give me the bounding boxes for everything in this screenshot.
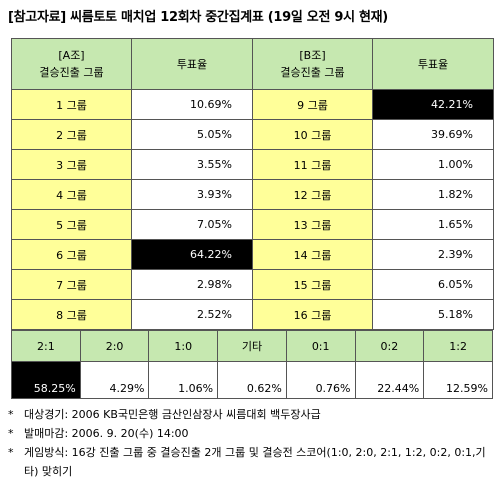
group-a-label: 3 그룹 — [11, 149, 132, 180]
note-bullet: * — [8, 408, 14, 421]
group-b-label: 12 그룹 — [252, 179, 373, 210]
group-b-label: 10 그룹 — [252, 119, 373, 150]
vote-rate-table: [A조] 결승진출 그룹 투표율 [B조] 결승진출 그룹 투표율 1 그룹 1… — [11, 38, 494, 330]
table-row: 8 그룹 2.52% 16 그룹 5.18% — [11, 299, 494, 330]
group-b-header-title: [B조] — [299, 49, 326, 62]
note-item: * 대상경기: 2006 KB국민은행 금산인삼장사 씨름대회 백두장사급 — [8, 405, 496, 424]
group-a-vote-rate: 5.05% — [131, 119, 253, 150]
table-row: 2 그룹 5.05% 10 그룹 39.69% — [11, 119, 494, 150]
group-b-header-subtitle: 결승진출 그룹 — [280, 66, 345, 79]
group-a-label: 7 그룹 — [11, 269, 132, 300]
group-b-label: 11 그룹 — [252, 149, 373, 180]
group-b-vote-header: 투표율 — [372, 38, 494, 90]
group-b-vote-rate: 39.69% — [372, 119, 494, 150]
final-score-table: 2:1 2:0 1:0 기타 0:1 0:2 1:2 58.25% 4.29% … — [11, 330, 493, 399]
score-header-row: 2:1 2:0 1:0 기타 0:1 0:2 1:2 — [11, 330, 493, 362]
score-label: 2:1 — [11, 330, 81, 362]
table-row: 1 그룹 10.69% 9 그룹 42.21% — [11, 89, 494, 120]
group-a-label: 5 그룹 — [11, 209, 132, 240]
note-bullet: * — [8, 446, 14, 459]
score-label: 1:2 — [423, 330, 493, 362]
group-b-vote-rate-highlight: 42.21% — [372, 89, 494, 120]
score-label: 0:2 — [354, 330, 425, 362]
group-b-vote-rate: 6.05% — [372, 269, 494, 300]
notes-list: * 대상경기: 2006 KB국민은행 금산인삼장사 씨름대회 백두장사급 * … — [8, 405, 496, 481]
group-a-label: 6 그룹 — [11, 239, 132, 270]
table-row: 6 그룹 64.22% 14 그룹 2.39% — [11, 239, 494, 270]
table-row: 5 그룹 7.05% 13 그룹 1.65% — [11, 209, 494, 240]
note-item: * 발매마감: 2006. 9. 20(수) 14:00 — [8, 424, 496, 443]
group-b-vote-rate: 1.00% — [372, 149, 494, 180]
group-a-header: [A조] 결승진출 그룹 — [11, 38, 132, 90]
table-row: 3 그룹 3.55% 11 그룹 1.00% — [11, 149, 494, 180]
score-label: 1:0 — [148, 330, 219, 362]
note-text: 발매마감: 2006. 9. 20(수) 14:00 — [24, 427, 189, 440]
vote-table-header-row: [A조] 결승진출 그룹 투표율 [B조] 결승진출 그룹 투표율 — [11, 38, 494, 90]
group-b-label: 9 그룹 — [252, 89, 373, 120]
score-label: 2:0 — [79, 330, 150, 362]
score-vote-rate: 12.59% — [423, 361, 493, 399]
note-bullet: * — [8, 427, 14, 440]
note-text: 대상경기: 2006 KB국민은행 금산인삼장사 씨름대회 백두장사급 — [24, 408, 321, 421]
group-b-vote-rate: 1.82% — [372, 179, 494, 210]
score-vote-rate-highlight: 58.25% — [11, 361, 81, 399]
group-a-vote-rate: 3.93% — [131, 179, 253, 210]
group-a-header-subtitle: 결승진출 그룹 — [39, 66, 104, 79]
group-a-vote-rate: 10.69% — [131, 89, 253, 120]
group-a-vote-rate: 3.55% — [131, 149, 253, 180]
group-b-vote-rate: 1.65% — [372, 209, 494, 240]
group-b-label: 15 그룹 — [252, 269, 373, 300]
score-vote-rate: 1.06% — [148, 361, 219, 399]
group-a-vote-rate: 2.98% — [131, 269, 253, 300]
group-b-vote-rate: 5.18% — [372, 299, 494, 330]
group-b-label: 13 그룹 — [252, 209, 373, 240]
group-b-vote-rate: 2.39% — [372, 239, 494, 270]
score-vote-rate: 4.29% — [79, 361, 150, 399]
group-a-label: 4 그룹 — [11, 179, 132, 210]
table-row: 7 그룹 2.98% 15 그룹 6.05% — [11, 269, 494, 300]
group-a-vote-rate: 7.05% — [131, 209, 253, 240]
note-text: 게임방식: 16강 진출 그룹 중 결승진출 2개 그룹 및 결승전 스코어(1… — [24, 446, 486, 478]
group-b-header: [B조] 결승진출 그룹 — [252, 38, 373, 90]
table-row: 4 그룹 3.93% 12 그룹 1.82% — [11, 179, 494, 210]
note-item: * 게임방식: 16강 진출 그룹 중 결승진출 2개 그룹 및 결승전 스코어… — [8, 443, 496, 481]
score-label: 0:1 — [285, 330, 356, 362]
page-title: [참고자료] 씨름토토 매치업 12회차 중간집계표 (19일 오전 9시 현재… — [8, 10, 388, 25]
score-vote-rate: 22.44% — [354, 361, 425, 399]
group-a-label: 8 그룹 — [11, 299, 132, 330]
group-b-label: 16 그룹 — [252, 299, 373, 330]
group-a-vote-header: 투표율 — [131, 38, 253, 90]
group-a-header-title: [A조] — [58, 49, 85, 62]
group-a-vote-rate: 2.52% — [131, 299, 253, 330]
score-label: 기타 — [217, 330, 287, 362]
score-value-row: 58.25% 4.29% 1.06% 0.62% 0.76% 22.44% 12… — [11, 361, 493, 399]
group-b-label: 14 그룹 — [252, 239, 373, 270]
score-vote-rate: 0.62% — [217, 361, 287, 399]
group-a-label: 2 그룹 — [11, 119, 132, 150]
group-a-label: 1 그룹 — [11, 89, 132, 120]
group-a-vote-rate-highlight: 64.22% — [131, 239, 253, 270]
score-vote-rate: 0.76% — [285, 361, 356, 399]
